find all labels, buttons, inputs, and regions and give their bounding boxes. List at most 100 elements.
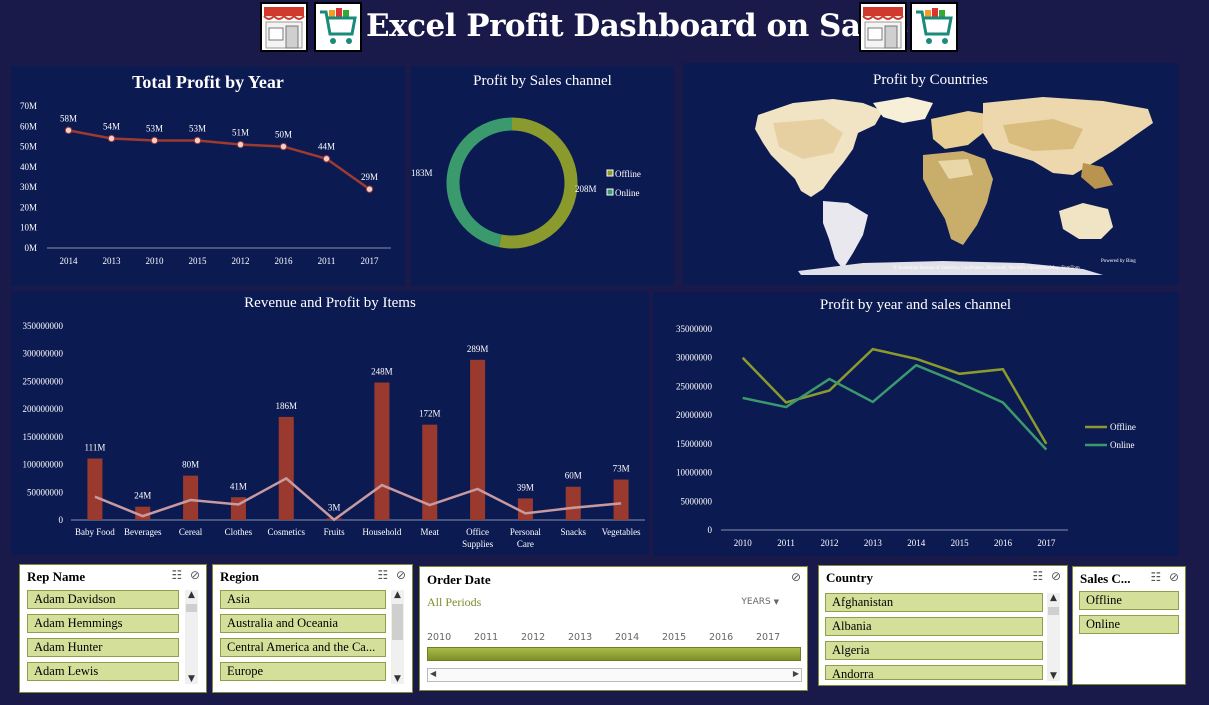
timeline-unit[interactable]: YEARS ▼ — [741, 597, 779, 607]
timeline-year[interactable]: 2013 — [568, 632, 593, 643]
y-tick-label: 40M — [20, 162, 37, 172]
legend-label: Online — [615, 188, 640, 198]
slicer-item[interactable]: Adam Hemmings — [27, 614, 179, 633]
data-label: 44M — [318, 142, 335, 152]
chevron-left-icon[interactable]: ◀ — [430, 669, 437, 678]
slicer-item[interactable]: Online — [1079, 615, 1179, 634]
y-tick-label: 5000000 — [681, 496, 713, 506]
y-tick-label: 20000000 — [676, 410, 713, 420]
europe-shape — [931, 111, 993, 149]
timeline-year[interactable]: 2012 — [521, 632, 546, 643]
clear-filter-icon[interactable]: ⊘ — [1050, 569, 1061, 583]
slicer-item[interactable]: Offline — [1079, 591, 1179, 610]
scroll-thumb[interactable] — [1048, 607, 1059, 615]
scroll-thumb[interactable] — [392, 604, 403, 640]
data-point — [279, 142, 288, 151]
chevron-down-icon[interactable]: ▼ — [394, 674, 401, 684]
timeline-year[interactable]: 2017 — [756, 632, 781, 643]
chevron-down-icon[interactable]: ▼ — [1050, 671, 1057, 681]
revenue-bar — [422, 424, 438, 520]
x-tick-label: Household — [362, 527, 401, 537]
scrollbar[interactable]: ▲ ▼ — [1047, 593, 1060, 681]
data-point — [236, 140, 245, 149]
data-label: 73M — [613, 464, 630, 474]
slicer-header: Rep Name — [27, 569, 86, 584]
slicer-item[interactable]: Adam Lewis — [27, 662, 179, 681]
clear-filter-icon[interactable]: ⊘ — [790, 570, 801, 584]
items-chart: 350000000 300000000 250000000 200000000 1500… — [23, 321, 645, 549]
x-tick-label: 2011 — [318, 256, 336, 266]
profit-line — [94, 476, 622, 522]
x-tick-label: Clothes — [225, 527, 253, 537]
legend-swatch — [606, 188, 614, 196]
data-label: 183M — [411, 168, 433, 178]
clear-filter-icon[interactable]: ⊘ — [395, 568, 406, 582]
revenue-bar — [565, 486, 581, 520]
data-label: 289M — [467, 344, 489, 354]
slicer-item[interactable]: Afghanistan — [825, 593, 1043, 612]
data-point — [107, 134, 116, 143]
slicer-toolbar: ☷ ⊘ — [1033, 569, 1061, 583]
timeline-year[interactable]: 2010 — [427, 632, 452, 643]
timeline-year[interactable]: 2014 — [615, 632, 640, 643]
timeline-year[interactable]: 2011 — [474, 632, 499, 643]
y-tick-label: 150000000 — [23, 432, 64, 442]
slicer-header: Sales C... — [1080, 571, 1131, 586]
multi-select-icon[interactable]: ☷ — [377, 568, 389, 582]
scrollbar[interactable]: ▲ ▼ — [391, 590, 404, 684]
slicer-item[interactable]: Andorra — [825, 665, 1043, 680]
data-label: 58M — [60, 113, 77, 123]
timeline-year[interactable]: 2016 — [709, 632, 734, 643]
chevron-down-icon[interactable]: ▼ — [188, 674, 195, 684]
x-tick-label: 2016 — [994, 538, 1013, 548]
revenue-bar — [135, 506, 151, 520]
country-slicer: Country ☷ ⊘ Afghanistan Albania Algeria … — [818, 565, 1068, 686]
timeline-bar[interactable] — [427, 647, 801, 661]
slicer-item[interactable]: Central America and the Ca... — [220, 638, 386, 657]
x-tick-label: Cosmetics — [268, 527, 306, 537]
slicer-toolbar: ☷ ⊘ — [378, 568, 406, 582]
multi-select-icon[interactable]: ☷ — [171, 568, 183, 582]
multi-select-icon[interactable]: ☷ — [1032, 569, 1044, 583]
chart-title: Profit by year and sales channel — [819, 297, 1012, 313]
chevron-up-icon[interactable]: ▲ — [394, 590, 401, 600]
store-icon — [859, 2, 907, 52]
clear-filter-icon[interactable]: ⊘ — [1168, 570, 1179, 584]
y-tick-label: 100000000 — [23, 460, 64, 470]
multi-select-icon[interactable]: ☷ — [1150, 570, 1162, 584]
revenue-bar — [183, 475, 199, 520]
south-america-shape — [823, 201, 868, 269]
y-tick-label: 35000000 — [676, 324, 713, 334]
timeline-scrollbar[interactable]: ◀ ▶ — [427, 668, 802, 682]
x-tick-label: Vegetables — [602, 527, 641, 537]
x-tick-label: Beverages — [124, 527, 162, 537]
slicer-item[interactable]: Algeria — [825, 641, 1043, 660]
revenue-bar — [517, 498, 533, 520]
slicer-toolbar: ☷ ⊘ — [1151, 570, 1179, 584]
chevron-up-icon[interactable]: ▲ — [1050, 593, 1057, 603]
scrollbar[interactable]: ▲ ▼ — [185, 590, 198, 684]
slicer-item[interactable]: Adam Davidson — [27, 590, 179, 609]
data-label: 53M — [146, 123, 163, 133]
slicer-item[interactable]: Asia — [220, 590, 386, 609]
x-tick-label: Office — [466, 527, 489, 537]
slicer-item[interactable]: Europe — [220, 662, 386, 681]
slicer-item[interactable]: Albania — [825, 617, 1043, 636]
y-tick-label: 10M — [20, 223, 37, 233]
greenland-shape — [873, 97, 933, 123]
slicer-item[interactable]: Australia and Oceania — [220, 614, 386, 633]
rep-name-slicer: Rep Name ☷ ⊘ Adam Davidson Adam Hemmings… — [19, 564, 207, 693]
y-tick-label: 50000000 — [27, 487, 64, 497]
data-point — [64, 126, 73, 135]
clear-filter-icon[interactable]: ⊘ — [189, 568, 200, 582]
slicer-header: Country — [826, 570, 873, 585]
chevron-right-icon[interactable]: ▶ — [792, 669, 799, 678]
y-tick-label: 30000000 — [676, 353, 713, 363]
data-label: 3M — [328, 502, 341, 512]
data-label: 80M — [182, 460, 199, 470]
scroll-thumb[interactable] — [186, 604, 197, 612]
chart-title: Profit by Countries — [873, 72, 988, 88]
chevron-up-icon[interactable]: ▲ — [188, 590, 195, 600]
slicer-item[interactable]: Adam Hunter — [27, 638, 179, 657]
timeline-year[interactable]: 2015 — [662, 632, 687, 643]
